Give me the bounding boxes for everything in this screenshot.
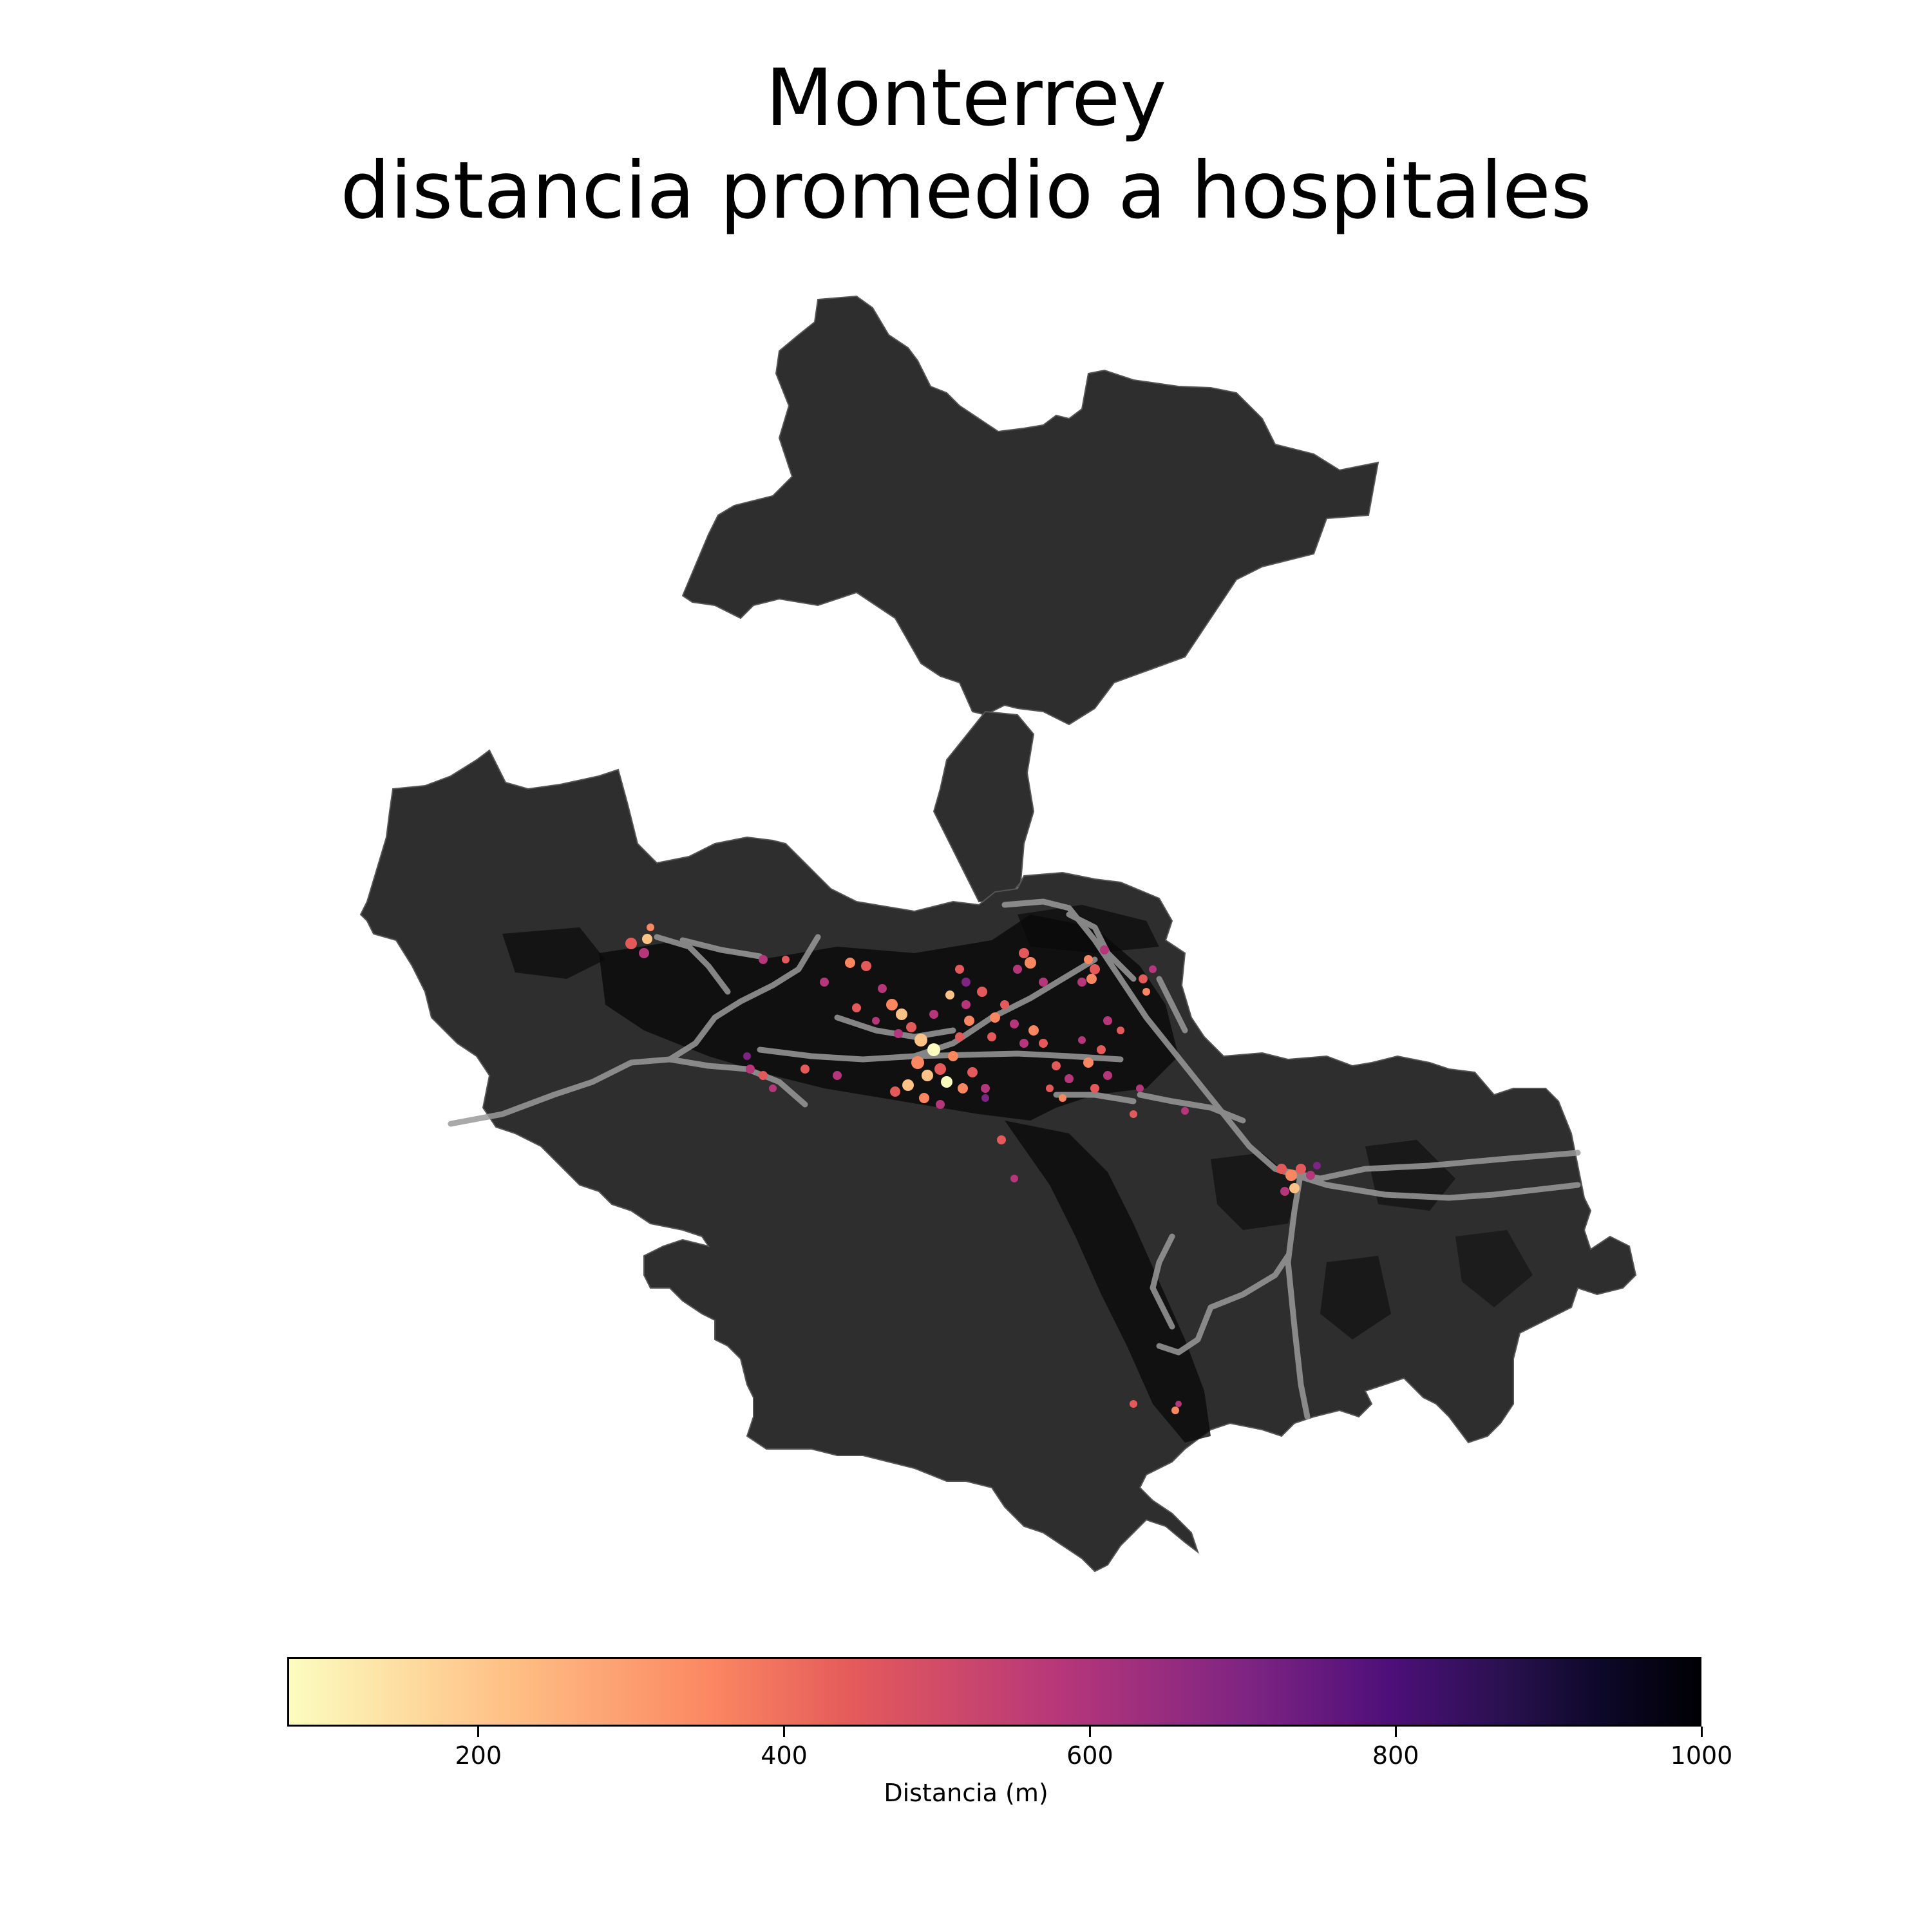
colorbar-tick-label: 400 <box>761 1741 808 1770</box>
colorbar-tick-mark <box>783 1727 786 1737</box>
colorbar-tick-label: 1000 <box>1670 1741 1733 1770</box>
colorbar <box>287 1657 1701 1727</box>
region-corridor <box>933 710 1035 902</box>
colorbar-tick-mark <box>1394 1727 1397 1737</box>
region-north <box>681 295 1379 726</box>
colorbar-tick-label: 800 <box>1372 1741 1419 1770</box>
colorbar-label: Distancia (m) <box>884 1779 1048 1807</box>
title-line-1: Monterrey <box>765 52 1167 144</box>
title-line-2: distancia promedio a hospitales <box>340 145 1592 236</box>
colorbar-tick-mark <box>477 1727 480 1737</box>
colorbar-tick-label: 200 <box>455 1741 502 1770</box>
colorbar-tick-mark <box>1700 1727 1703 1737</box>
colorbar-tick-mark <box>1088 1727 1091 1737</box>
page-title: Monterrey distancia promedio a hospitale… <box>0 52 1932 237</box>
colorbar-tick-label: 600 <box>1066 1741 1113 1770</box>
hospital-hotspots <box>625 923 1321 1414</box>
